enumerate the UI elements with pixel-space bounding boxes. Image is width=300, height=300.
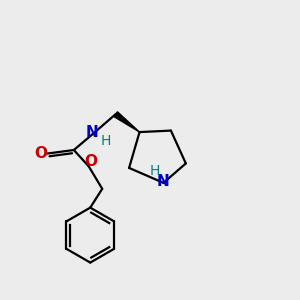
Text: H: H bbox=[100, 134, 111, 148]
Polygon shape bbox=[114, 112, 140, 132]
Text: O: O bbox=[85, 154, 98, 169]
Text: N: N bbox=[85, 124, 98, 140]
Text: N: N bbox=[157, 174, 170, 189]
Text: O: O bbox=[34, 146, 47, 161]
Text: H: H bbox=[149, 164, 160, 178]
